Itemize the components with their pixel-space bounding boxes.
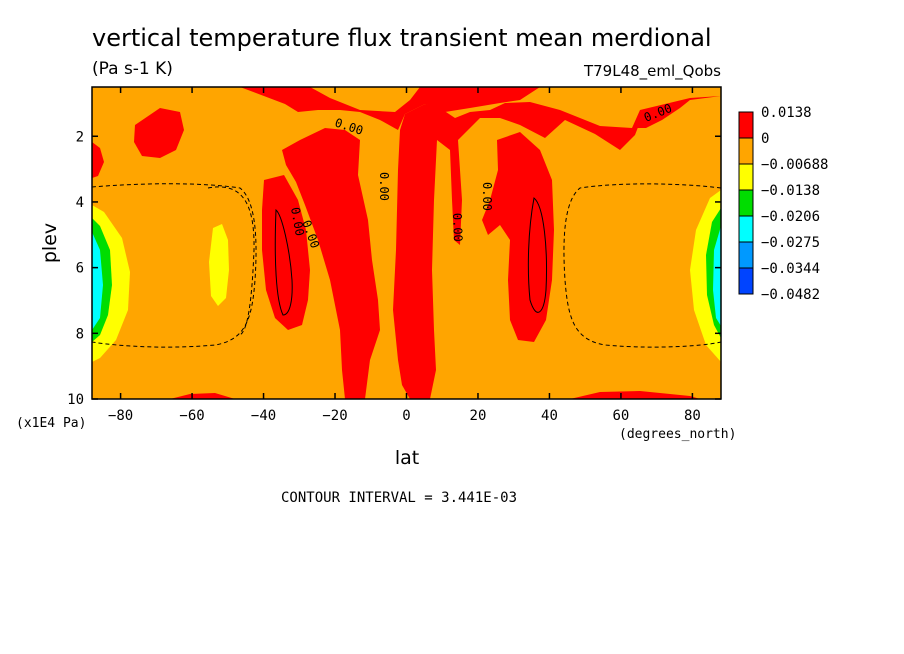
sh-upper-positive-cell (134, 108, 184, 158)
x-axis-label: lat (395, 447, 419, 469)
contour-label: 0.00 (288, 206, 307, 237)
nh-upper-positive-cell (634, 100, 690, 128)
contour-interval-note: CONTOUR INTERVAL = 3.441E-03 (281, 490, 517, 506)
colorbar-label: −0.0275 (761, 235, 820, 251)
x-tick-label: 60 (613, 408, 630, 424)
chart-subtitle-experiment: T79L48_eml_Qobs (583, 62, 721, 81)
contour-label: 0.00 (377, 172, 391, 201)
colorbar-swatch (738, 163, 754, 191)
sh-midlat-negative-cell (209, 224, 229, 306)
x-tick-label: 0 (402, 408, 410, 424)
x-axis-units: (degrees_north) (619, 427, 736, 442)
colorbar-label: −0.0482 (761, 287, 820, 303)
colorbar-swatch (738, 267, 754, 295)
y-axis-units: (x1E4 Pa) (16, 416, 86, 431)
bottom-positive-strip-sh (170, 393, 235, 399)
colorbar-swatch (738, 241, 754, 269)
negative-flux-regions (92, 190, 721, 362)
sh-jet-positive-lobe (262, 175, 310, 330)
y-tick-label: 8 (76, 326, 84, 342)
nh-jet-positive-lobe (482, 132, 554, 342)
contour-plot-area (92, 87, 721, 399)
y-axis: 2 4 6 8 10 (67, 129, 721, 408)
y-tick-label: 4 (76, 195, 84, 211)
x-tick-label: 20 (470, 408, 487, 424)
colorbar-label: −0.0206 (761, 209, 820, 225)
colorbar-label: 0 (761, 131, 769, 147)
x-tick-label: 80 (684, 408, 701, 424)
chart-subtitle-units: (Pa s-1 K) (92, 59, 173, 79)
y-axis-label: plev (39, 223, 61, 263)
x-tick-label: −20 (322, 408, 347, 424)
upper-positive-bridge (240, 87, 540, 130)
contour-label: 0.00 (450, 213, 465, 242)
colorbar-label: −0.00688 (761, 157, 828, 173)
central-positive-column (282, 128, 380, 399)
colorbar-label: −0.0138 (761, 183, 820, 199)
positive-flux-regions (92, 87, 721, 399)
contour-lines (92, 183, 721, 348)
x-tick-label: −40 (251, 408, 276, 424)
colorbar-swatch (738, 189, 754, 217)
sh-polar-negative-cyan (92, 232, 103, 330)
equatorial-positive-region (92, 87, 721, 399)
colorbar-swatch (738, 111, 754, 139)
x-tick-label: 40 (541, 408, 558, 424)
bottom-positive-strip-nh (570, 391, 700, 399)
x-tick-label: −80 (108, 408, 133, 424)
colorbar-swatch (738, 137, 754, 165)
chart-title: vertical temperature flux transient mean… (92, 24, 712, 52)
x-tick-label: −60 (179, 408, 204, 424)
sh-edge-positive-cell (92, 142, 104, 178)
x-axis: −80 −60 −40 −20 0 20 40 60 80 (108, 87, 701, 424)
contour-label: 0.00 (480, 182, 494, 211)
nh-polar-negative-cyan (713, 226, 721, 326)
y-tick-label: 10 (67, 392, 84, 408)
colorbar-label: −0.0344 (761, 261, 820, 277)
colorbar: 0.0138 0 −0.00688 −0.0138 −0.0206 −0.0275 −0.0… (738, 105, 828, 303)
y-tick-label: 6 (76, 261, 84, 277)
y-tick-label: 2 (76, 129, 84, 145)
colorbar-label: 0.0138 (761, 105, 812, 121)
colorbar-swatch (738, 215, 754, 243)
